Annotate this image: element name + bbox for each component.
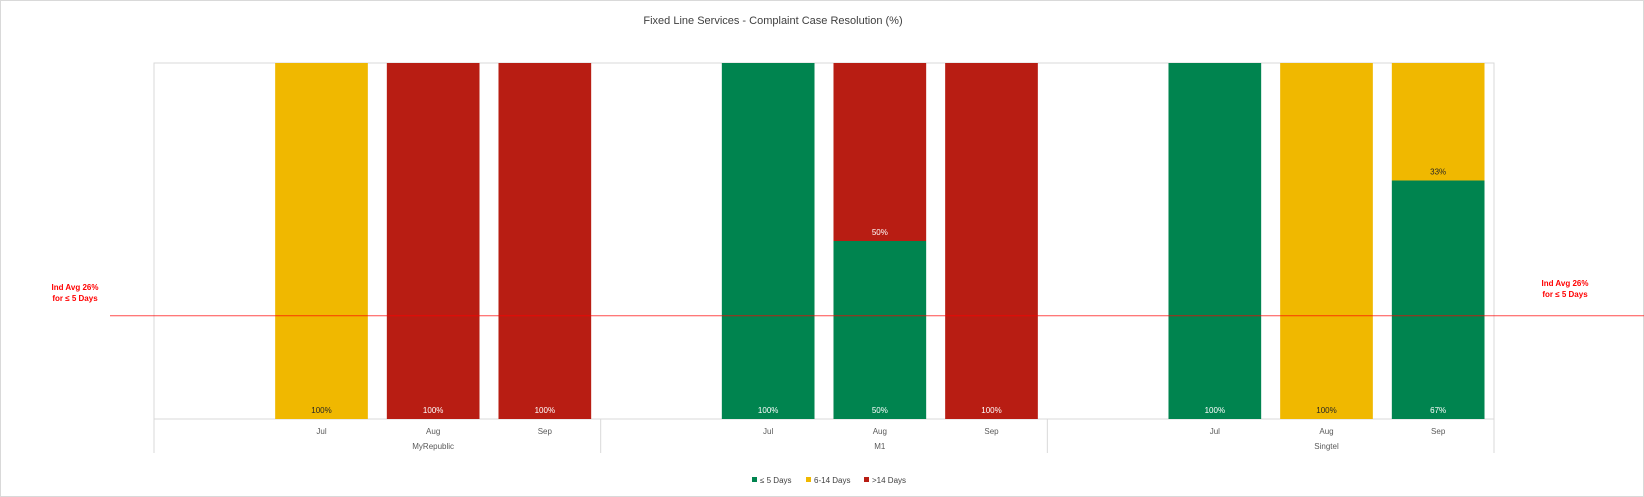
data-label: 33% bbox=[1430, 167, 1446, 176]
legend-label: >14 Days bbox=[872, 476, 906, 485]
bar-segment bbox=[275, 63, 368, 419]
x-group-label: Singtel bbox=[1314, 442, 1339, 451]
bar-segment bbox=[945, 63, 1038, 419]
x-group-label: MyRepublic bbox=[412, 442, 454, 451]
legend-swatch bbox=[864, 477, 869, 482]
x-tick-label: Aug bbox=[1319, 427, 1333, 436]
legend-swatch bbox=[806, 477, 811, 482]
x-tick-label: Jul bbox=[763, 427, 773, 436]
reference-label-right: for ≤ 5 Days bbox=[1542, 290, 1588, 299]
data-label: 100% bbox=[981, 406, 1001, 415]
bar-segment bbox=[386, 63, 480, 419]
bar-segment bbox=[1168, 63, 1262, 419]
x-tick-label: Sep bbox=[984, 427, 999, 436]
data-label: 100% bbox=[1316, 406, 1336, 415]
reference-line-group: Ind Avg 26% for ≤ 5 Days Ind Avg 26% for ≤ … bbox=[52, 279, 1644, 317]
bar-segment bbox=[833, 241, 927, 419]
legend-label: 6-14 Days bbox=[814, 476, 850, 485]
x-tick-label: Jul bbox=[1210, 427, 1220, 436]
bar-segment bbox=[1391, 63, 1485, 181]
reference-label-right: Ind Avg 26% bbox=[1542, 279, 1589, 288]
x-tick-label: Aug bbox=[873, 427, 887, 436]
plot-area: 100% 100% 100% 100% 50% 50% 100% 100% 100% 67% 33% bbox=[153, 62, 1495, 420]
data-label: 50% bbox=[872, 228, 888, 237]
x-tick-label: Sep bbox=[1431, 427, 1446, 436]
plot-border bbox=[153, 62, 1495, 420]
reference-label-left: Ind Avg 26% bbox=[52, 283, 99, 292]
data-label: 100% bbox=[758, 406, 778, 415]
data-label: 50% bbox=[872, 406, 888, 415]
bar-segment bbox=[498, 63, 592, 419]
bar-segment bbox=[1391, 180, 1485, 419]
data-label: 100% bbox=[423, 406, 443, 415]
bar-segment bbox=[721, 63, 815, 419]
reference-label-left: for ≤ 5 Days bbox=[52, 294, 98, 303]
legend-label: ≤ 5 Days bbox=[760, 476, 792, 485]
legend: ≤ 5 Days 6-14 Days >14 Days bbox=[752, 476, 906, 485]
legend-swatch bbox=[752, 477, 757, 482]
data-label: 100% bbox=[535, 406, 555, 415]
chart-title: Fixed Line Services - Complaint Case Res… bbox=[643, 15, 902, 27]
x-tick-label: Aug bbox=[426, 427, 440, 436]
x-group-label: M1 bbox=[874, 442, 886, 451]
x-tick-label: Jul bbox=[316, 427, 326, 436]
bar-segment bbox=[1280, 63, 1373, 419]
x-tick-label: Sep bbox=[538, 427, 553, 436]
x-axis: Jul Aug Sep MyRepublic Jul Aug Sep M1 Jul Aug Sep S… bbox=[153, 419, 1495, 453]
data-label: 67% bbox=[1430, 406, 1446, 415]
bar-segment bbox=[833, 63, 927, 241]
data-label: 100% bbox=[1205, 406, 1225, 415]
data-label: 100% bbox=[311, 406, 331, 415]
